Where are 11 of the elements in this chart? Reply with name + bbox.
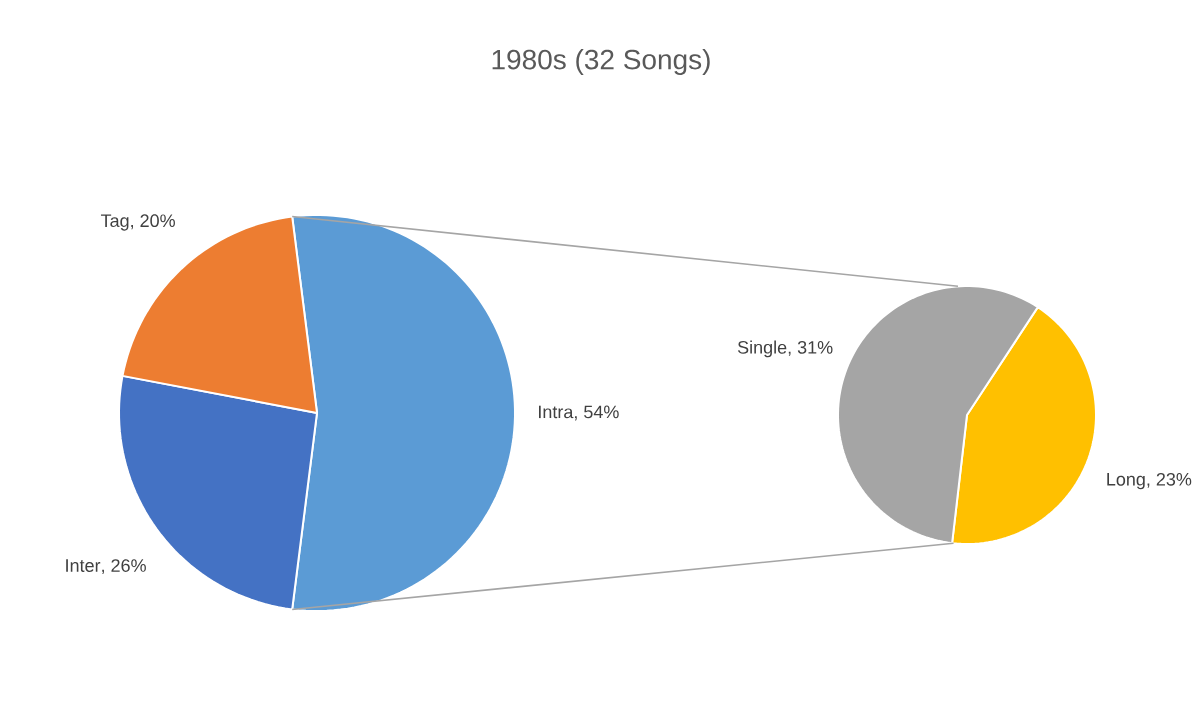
data-label: , 23% — [1147, 472, 1192, 488]
slice-label: Inter — [66, 559, 101, 572]
data-label: , 54% — [574, 405, 619, 421]
chart-title: 1980s (32 Songs) — [492, 48, 710, 76]
slice-label: Single — [737, 340, 787, 358]
data-label: , 20% — [131, 214, 175, 230]
data-label: , 26% — [102, 559, 146, 575]
slice-label: Tag — [100, 214, 129, 231]
data-label: , 31% — [788, 340, 833, 356]
slice-label: Intra — [539, 405, 574, 419]
slice-label: Long — [1107, 473, 1145, 490]
